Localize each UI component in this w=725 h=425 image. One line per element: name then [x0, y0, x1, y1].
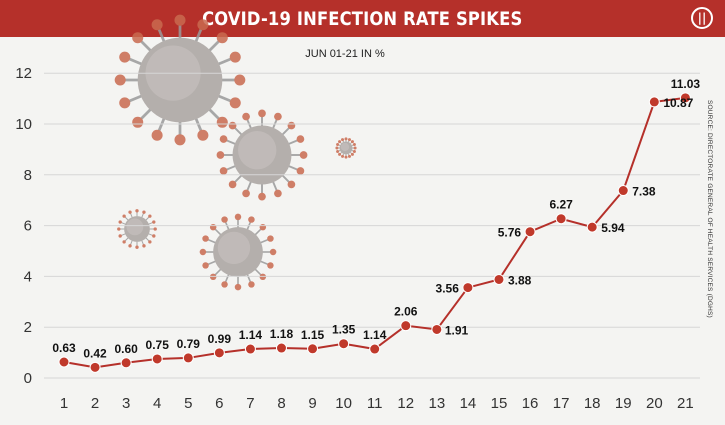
x-tick-label: 8 [277, 395, 285, 412]
virus-illustration-icon [114, 14, 246, 146]
data-point [400, 320, 412, 332]
data-label: 3.56 [436, 282, 460, 296]
virus-illustration-icon [216, 109, 308, 201]
data-label: 1.91 [445, 323, 469, 337]
data-point [369, 343, 381, 355]
data-label: 0.99 [208, 332, 232, 346]
y-tick-label: 6 [24, 218, 32, 235]
x-tick-label: 6 [215, 395, 223, 412]
x-tick-label: 19 [615, 395, 632, 412]
data-point [244, 343, 256, 355]
x-tick-label: 18 [584, 395, 601, 412]
data-point [89, 361, 101, 373]
data-label: 5.76 [498, 226, 522, 240]
data-point [58, 356, 70, 368]
brand-logo-icon: || [691, 7, 713, 29]
data-point [151, 353, 163, 365]
x-tick-label: 16 [522, 395, 539, 412]
data-point [120, 357, 132, 369]
data-label: 1.18 [270, 327, 294, 341]
data-point [555, 213, 567, 225]
chart-subtitle: JUN 01-21 IN % [305, 48, 385, 60]
x-tick-label: 13 [428, 395, 445, 412]
data-label: 3.88 [508, 273, 532, 287]
data-label: 2.06 [394, 305, 418, 319]
x-tick-label: 12 [397, 395, 414, 412]
x-tick-label: 5 [184, 395, 192, 412]
y-tick-label: 10 [15, 116, 32, 133]
x-tick-label: 20 [646, 395, 663, 412]
y-tick-label: 0 [24, 370, 32, 387]
chart-header: COVID-19 INFECTION RATE SPIKES || [0, 0, 725, 37]
virus-illustration-icon [117, 209, 157, 249]
y-tick-label: 8 [24, 167, 32, 184]
source-note: SOURCE: DIRECTORATE GENERAL OF HEALTH SE… [706, 100, 713, 318]
x-tick-label: 17 [553, 395, 570, 412]
data-label: 1.35 [332, 323, 356, 337]
data-label: 7.38 [632, 185, 656, 199]
data-label: 0.63 [52, 341, 76, 355]
data-label: 6.27 [549, 198, 573, 212]
x-tick-label: 21 [677, 395, 694, 412]
data-point [213, 347, 225, 359]
virus-illustration-icon [335, 137, 357, 159]
x-tick-label: 1 [60, 395, 68, 412]
x-tick-label: 4 [153, 395, 161, 412]
data-point [338, 338, 350, 350]
data-point [679, 92, 691, 104]
x-tick-label: 9 [308, 395, 316, 412]
data-label: 0.42 [83, 346, 107, 360]
virus-illustration-icon [199, 213, 277, 291]
data-label: 0.79 [177, 337, 201, 351]
x-tick-label: 15 [491, 395, 508, 412]
data-label: 1.14 [239, 328, 263, 342]
data-point [431, 323, 443, 335]
data-point [462, 282, 474, 294]
x-tick-label: 10 [335, 395, 352, 412]
data-point [586, 221, 598, 233]
data-point [182, 352, 194, 364]
data-point [307, 343, 319, 355]
data-point [648, 96, 660, 108]
x-tick-label: 7 [246, 395, 254, 412]
y-tick-label: 12 [15, 65, 32, 82]
data-label: 1.14 [363, 328, 387, 342]
y-tick-label: 4 [24, 268, 32, 285]
data-point [524, 226, 536, 238]
data-label: 11.03 [671, 77, 701, 91]
data-label: 1.15 [301, 328, 325, 342]
y-tick-label: 2 [24, 319, 32, 336]
x-tick-label: 2 [91, 395, 99, 412]
data-point [617, 185, 629, 197]
x-tick-label: 3 [122, 395, 130, 412]
chart-title: COVID-19 INFECTION RATE SPIKES [202, 7, 523, 30]
data-point [493, 273, 505, 285]
data-label: 0.75 [146, 338, 170, 352]
data-label: 5.94 [601, 221, 625, 235]
x-tick-label: 14 [460, 395, 477, 412]
x-tick-label: 11 [367, 395, 383, 412]
data-label: 10.87 [663, 96, 693, 110]
data-label: 0.60 [114, 342, 138, 356]
data-point [275, 342, 287, 354]
